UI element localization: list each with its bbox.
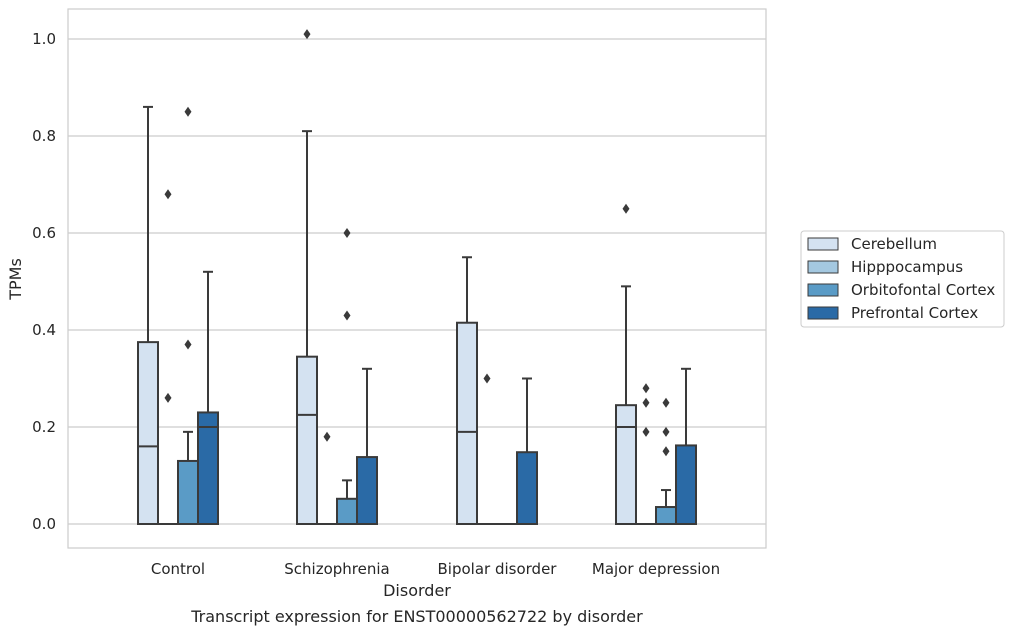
- outlier-marker: [483, 373, 491, 384]
- outlier-marker: [343, 310, 351, 321]
- chart-caption: Transcript expression for ENST0000056272…: [190, 607, 643, 626]
- box-group: [296, 29, 378, 526]
- box: [177, 459, 199, 526]
- outlier-marker: [642, 426, 650, 437]
- box: [675, 444, 697, 525]
- box: [516, 451, 538, 525]
- y-axis-title: TPMs: [6, 258, 25, 301]
- legend: Cerebellum Hipppocampus Orbitofontal Corte…: [800, 230, 1005, 328]
- legend-swatch: [807, 306, 839, 320]
- outlier-marker: [642, 383, 650, 394]
- outlier-marker: [662, 397, 670, 408]
- legend-label: Orbitofontal Cortex: [851, 281, 995, 299]
- x-axis-ticks: Control Schizophrenia Bipolar disorder Majo…: [151, 560, 720, 578]
- legend-swatch: [807, 283, 839, 297]
- box-group: [456, 256, 538, 525]
- box-group: [137, 105, 219, 526]
- y-axis-ticks: 0.0 0.2 0.4 0.6 0.8 1.0: [32, 30, 56, 533]
- y-tick-label: 0.4: [32, 321, 56, 339]
- y-tick-label: 0.2: [32, 418, 56, 436]
- outlier-marker: [303, 29, 311, 40]
- x-axis-title: Disorder: [383, 581, 451, 600]
- box: [655, 506, 677, 525]
- outlier-marker: [164, 392, 172, 403]
- box: [356, 456, 378, 526]
- box-group: [615, 203, 697, 525]
- y-tick-label: 1.0: [32, 30, 56, 48]
- x-tick-label: Control: [151, 560, 205, 578]
- outlier-marker: [642, 397, 650, 408]
- box: [197, 411, 219, 526]
- y-tick-label: 0.0: [32, 515, 56, 533]
- x-tick-label: Schizophrenia: [284, 560, 389, 578]
- legend-label: Hipppocampus: [851, 258, 963, 276]
- outlier-marker: [662, 426, 670, 437]
- outlier-marker: [164, 189, 172, 200]
- outlier-marker: [323, 431, 331, 442]
- box-groups: [137, 29, 697, 526]
- box: [336, 497, 358, 525]
- outlier-marker: [184, 106, 192, 117]
- legend-swatch: [807, 237, 839, 251]
- outlier-marker: [184, 339, 192, 350]
- grid-lines: [68, 38, 766, 525]
- outlier-marker: [343, 228, 351, 238]
- plot-frame: [67, 8, 767, 549]
- box: [456, 321, 478, 525]
- y-tick-label: 0.8: [32, 127, 56, 145]
- outlier-marker: [622, 203, 630, 214]
- box: [296, 355, 318, 525]
- x-tick-label: Major depression: [592, 560, 720, 578]
- box: [615, 404, 637, 525]
- legend-label: Cerebellum: [851, 235, 937, 253]
- box: [137, 341, 159, 525]
- y-tick-label: 0.6: [32, 224, 56, 242]
- legend-swatch: [807, 260, 839, 274]
- legend-label: Prefrontal Cortex: [851, 304, 978, 322]
- outlier-marker: [662, 446, 670, 457]
- legend-frame: [800, 230, 1005, 328]
- x-tick-label: Bipolar disorder: [438, 560, 558, 578]
